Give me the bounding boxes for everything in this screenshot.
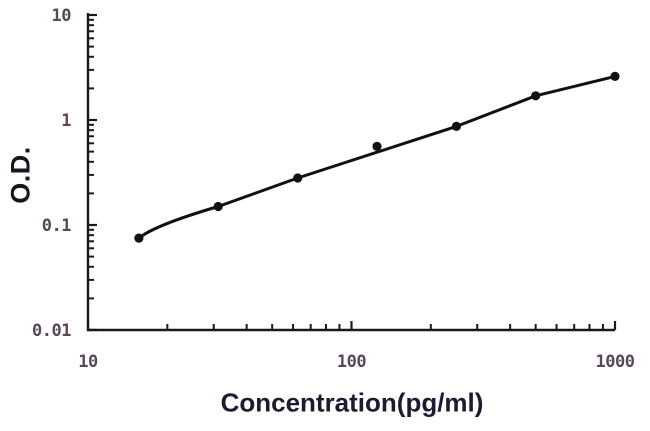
data-point: [213, 201, 223, 212]
x-tick-label: 1000: [596, 352, 635, 372]
axis-spine: [86, 13, 615, 332]
x-axis: 10 100 1000: [78, 321, 635, 372]
data-point: [610, 71, 620, 81]
trend-line: [137, 74, 617, 240]
data-point: [293, 173, 303, 183]
x-axis-title: Concentration(pg/ml): [220, 387, 484, 418]
data-point: [372, 141, 382, 151]
y-tick-label: 0.1: [42, 216, 71, 236]
data-point: [134, 233, 144, 243]
y-tick-label: 0.01: [32, 321, 71, 341]
x-tick-label: 10: [78, 352, 98, 372]
y-tick-label: 10: [52, 6, 72, 26]
data-point: [531, 91, 541, 101]
data-series: [134, 71, 620, 243]
y-axis-title: O.D.: [5, 146, 36, 204]
data-point: [451, 121, 461, 131]
x-tick-label: 100: [337, 352, 366, 372]
axes: [86, 13, 615, 332]
y-axis: 10 1 0.1 0.01: [32, 6, 97, 341]
y-tick-label: 1: [61, 111, 71, 131]
